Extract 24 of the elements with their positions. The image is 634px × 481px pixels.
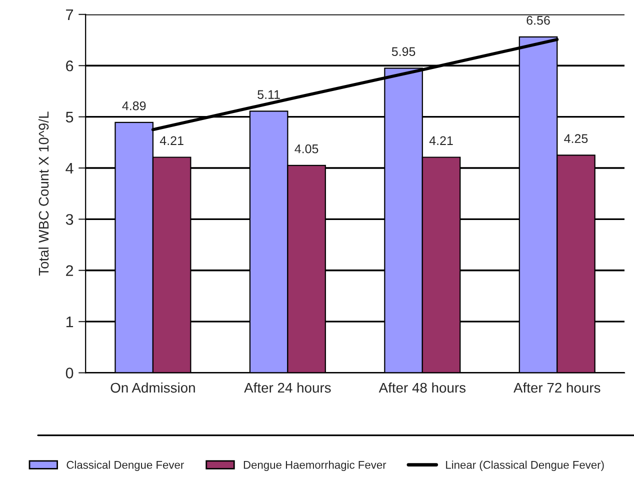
data-label: 6.56 — [526, 16, 550, 25]
legend-label: Linear (Classical Dengue Fever) — [446, 460, 604, 471]
y-tick-label: 4 — [66, 163, 74, 174]
data-label: 5.95 — [392, 47, 416, 56]
y-tick-label: 6 — [66, 60, 74, 72]
data-label: 4.05 — [294, 144, 318, 154]
legend-label: Dengue Haemorrhagic Fever — [244, 460, 386, 471]
y-tick-label: 5 — [66, 112, 74, 122]
y-axis-title: Total WBC Count X 10^9/L — [38, 112, 49, 276]
data-label: 4.25 — [564, 134, 588, 144]
legend-label: Classical Dengue Fever — [66, 460, 184, 471]
data-label: 4.21 — [160, 136, 184, 145]
x-tick-label: After 48 hours — [378, 382, 466, 393]
y-tick-label: 3 — [66, 214, 74, 225]
y-tick-label: 0 — [66, 368, 74, 378]
y-tick-label: 7 — [66, 9, 74, 20]
x-tick-label: On Admission — [110, 382, 195, 393]
x-tick-label: After 72 hours — [514, 382, 600, 393]
x-tick-label: After 24 hours — [244, 382, 331, 393]
data-label: 4.89 — [122, 101, 146, 110]
data-label: 4.21 — [429, 136, 453, 145]
y-tick-label: 2 — [66, 265, 74, 276]
y-tick-label: 1 — [66, 316, 74, 328]
data-label: 5.11 — [258, 90, 280, 99]
